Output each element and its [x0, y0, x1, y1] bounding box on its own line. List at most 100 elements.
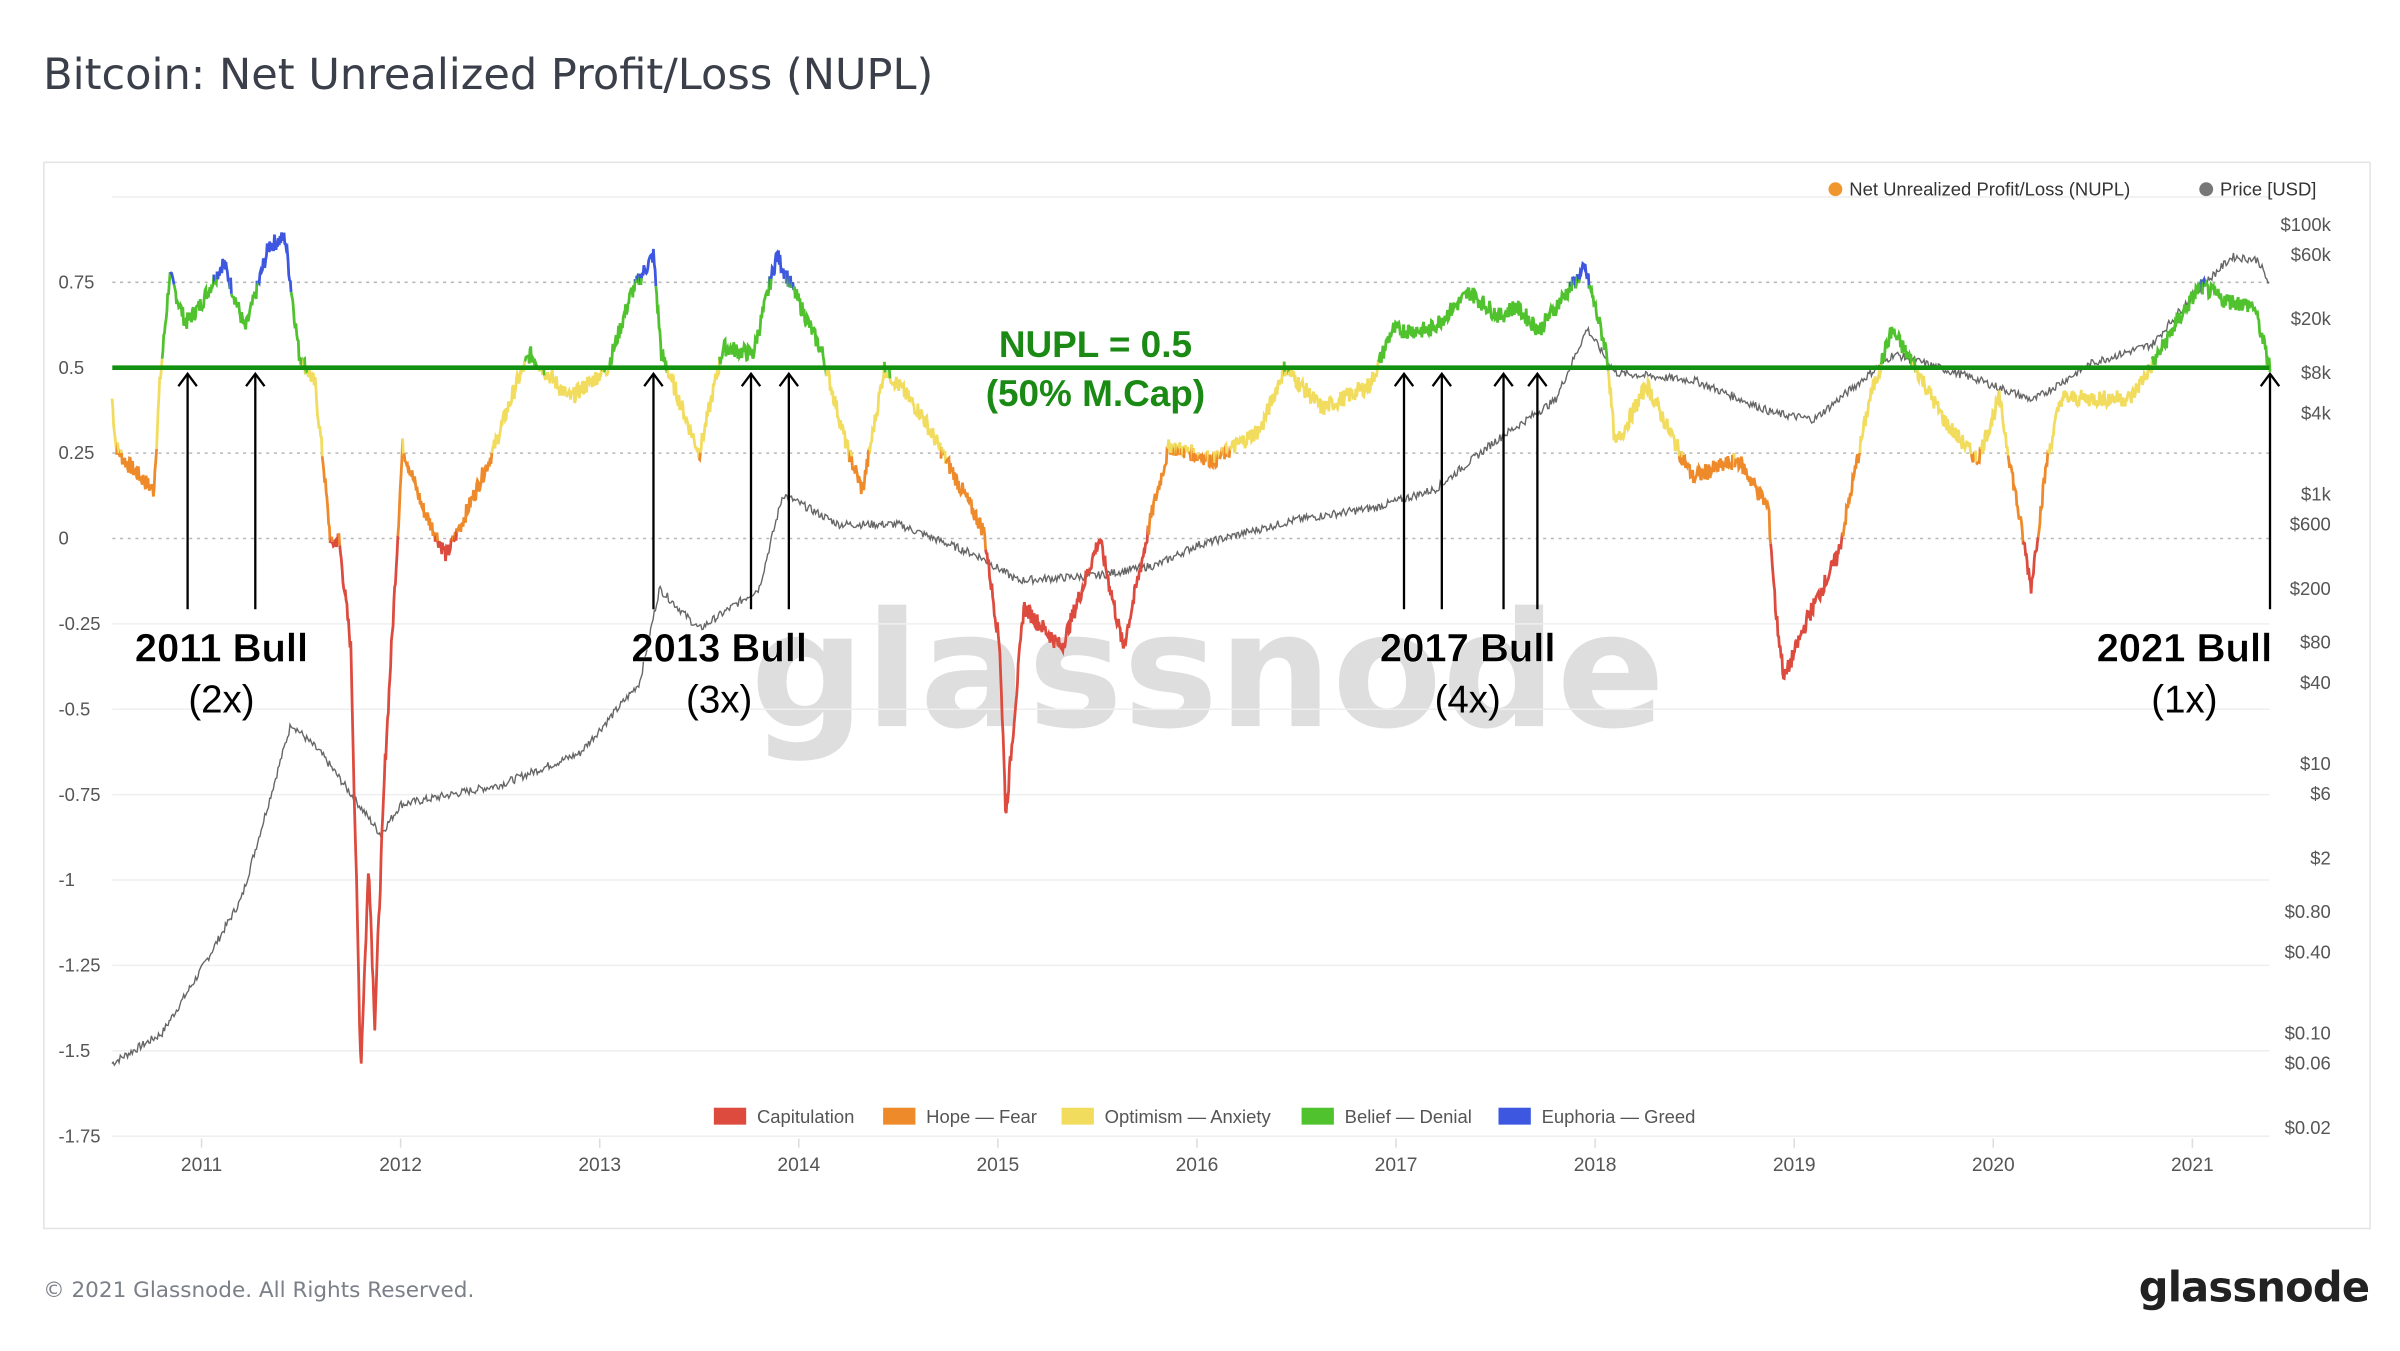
nupl-segment-hope-fear — [1213, 450, 1219, 470]
glassnode-logo: glassnode — [2138, 1264, 2370, 1313]
nupl-segment-optimism-anxiety — [306, 369, 324, 457]
nupl-segment-optimism-anxiety — [699, 356, 721, 453]
nupl-segment-optimism-anxiety — [116, 442, 121, 454]
nupl-segment-euphoria-greed — [640, 248, 658, 287]
nupl-segment-hope-fear — [120, 448, 159, 497]
nupl-segment-hope-fear — [320, 455, 332, 544]
x-tick-label: 2018 — [1574, 1155, 1617, 1176]
y-left-tick-label: -1 — [58, 869, 74, 890]
y-left-tick-label: -1.5 — [58, 1040, 90, 1061]
nupl-segment-hope-fear — [850, 449, 870, 495]
arrow-head-icon — [740, 371, 762, 387]
nupl-segment-hope-fear — [337, 532, 342, 546]
nupl-segment-hope-fear — [1146, 446, 1169, 535]
nupl-segment-hope-fear — [1169, 452, 1173, 456]
nupl-segment-belief-denial — [639, 278, 643, 286]
nupl-segment-belief-denial — [792, 286, 827, 369]
nupl-segment-optimism-anxiety — [1287, 359, 1380, 416]
y-left-tick-label: 0.25 — [58, 442, 94, 463]
y-right-tick-label: $0.80 — [2285, 901, 2331, 922]
y-left-tick-label: -1.75 — [58, 1125, 100, 1146]
nupl-segment-euphoria-greed — [169, 271, 176, 285]
nupl-segment-euphoria-greed — [1578, 261, 1591, 289]
nupl-segment-optimism-anxiety — [604, 365, 611, 378]
nupl-segment-hope-fear — [1182, 447, 1187, 459]
nupl-segment-optimism-anxiety — [1224, 440, 1229, 454]
threshold-sublabel: (50% M.Cap) — [986, 373, 1205, 414]
threshold-label: NUPL = 0.5 — [999, 324, 1192, 365]
nupl-segment-optimism-anxiety — [1166, 439, 1172, 455]
y-right-tick-label: $20k — [2291, 308, 2332, 329]
y-right-tick-label: $0.10 — [2285, 1023, 2331, 1044]
y-right-tick-label: $4k — [2301, 402, 2332, 423]
y-right-tick-label: $40 — [2300, 672, 2331, 693]
arrow-head-icon — [1431, 371, 1452, 387]
y-right-tick-label: $0.40 — [2285, 942, 2331, 963]
legend-dot — [1828, 182, 1843, 197]
nupl-segment-hope-fear — [1733, 456, 1773, 544]
watermark: glassnode — [750, 577, 1665, 764]
x-tick-label: 2015 — [976, 1155, 1019, 1176]
bull-label: 2011 Bull — [135, 627, 308, 671]
zone-swatch — [1301, 1107, 1334, 1125]
nupl-segment-optimism-anxiety — [824, 366, 851, 463]
arrow-head-icon — [1527, 371, 1548, 387]
nupl-segment-optimism-anxiety — [155, 358, 164, 449]
zone-swatch — [713, 1107, 747, 1125]
nupl-segment-capitulation — [338, 535, 400, 1064]
bull-multiplier: (2x) — [188, 678, 254, 721]
nupl-segment-optimism-anxiety — [2046, 364, 2150, 456]
nupl-segment-optimism-anxiety — [1680, 451, 1684, 458]
nupl-segment-belief-denial — [718, 276, 772, 365]
arrow-head-icon — [1393, 371, 1415, 387]
nupl-segment-optimism-anxiety — [1212, 451, 1217, 463]
bull-label: 2021 Bull — [2097, 627, 2273, 671]
nupl-segment-belief-denial — [1587, 284, 1610, 371]
y-left-tick-label: 0 — [58, 528, 68, 549]
zone-label: Belief — Denial — [1345, 1106, 1472, 1127]
x-tick-label: 2016 — [1176, 1155, 1219, 1176]
zone-swatch — [1061, 1107, 1094, 1125]
nupl-segment-hope-fear — [944, 454, 987, 550]
x-tick-label: 2011 — [181, 1155, 222, 1176]
y-right-tick-label: $8k — [2301, 362, 2332, 383]
bull-multiplier: (4x) — [1435, 678, 1501, 721]
nupl-segment-hope-fear — [1197, 451, 1208, 466]
legend-label: Net Unrealized Profit/Loss (NUPL) — [1849, 178, 2130, 199]
nupl-segment-optimism-anxiety — [542, 365, 604, 404]
y-right-tick-label: $6 — [2310, 783, 2331, 804]
legend-item-price: Price [USD] — [2199, 178, 2316, 199]
nupl-segment-optimism-anxiety — [1228, 367, 1284, 454]
nupl-segment-optimism-anxiety — [1979, 390, 2010, 456]
bull-label: 2013 Bull — [631, 627, 807, 671]
nupl-segment-optimism-anxiety — [665, 368, 701, 459]
nupl-segment-capitulation — [436, 538, 453, 562]
nupl-segment-belief-denial — [289, 291, 304, 369]
nupl-segment-hope-fear — [402, 453, 437, 542]
y-right-tick-label: $0.06 — [2285, 1053, 2331, 1074]
x-tick-label: 2019 — [1773, 1155, 1816, 1176]
y-right-tick-label: $600 — [2290, 513, 2331, 534]
x-tick-label: 2017 — [1375, 1155, 1418, 1176]
nupl-segment-hope-fear — [1970, 451, 1976, 463]
nupl-segment-optimism-anxiety — [1858, 364, 1883, 453]
nupl-segment-capitulation — [331, 533, 340, 549]
y-left-tick-label: -1.25 — [58, 955, 100, 976]
page-title: Bitcoin: Net Unrealized Profit/Loss (NUP… — [43, 49, 934, 101]
nupl-segment-belief-denial — [1569, 276, 1574, 292]
nupl-segment-belief-denial — [1577, 279, 1581, 284]
bull-label: 2017 Bull — [1380, 627, 1556, 671]
nupl-segment-hope-fear — [455, 452, 494, 535]
zone-legend-item: Belief — Denial — [1301, 1106, 1472, 1127]
y-right-tick-label: $80 — [2300, 631, 2331, 652]
zone-legend-item: Euphoria — Greed — [1498, 1106, 1695, 1127]
nupl-segment-belief-denial — [230, 280, 259, 330]
nupl-segment-capitulation — [1769, 532, 1844, 681]
arrow-head-icon — [177, 371, 198, 387]
nupl-segment-capitulation — [433, 535, 438, 542]
nupl-segment-hope-fear — [2036, 449, 2050, 538]
nupl-segment-belief-denial — [523, 346, 540, 370]
nupl-segment-hope-fear — [1192, 452, 1200, 464]
